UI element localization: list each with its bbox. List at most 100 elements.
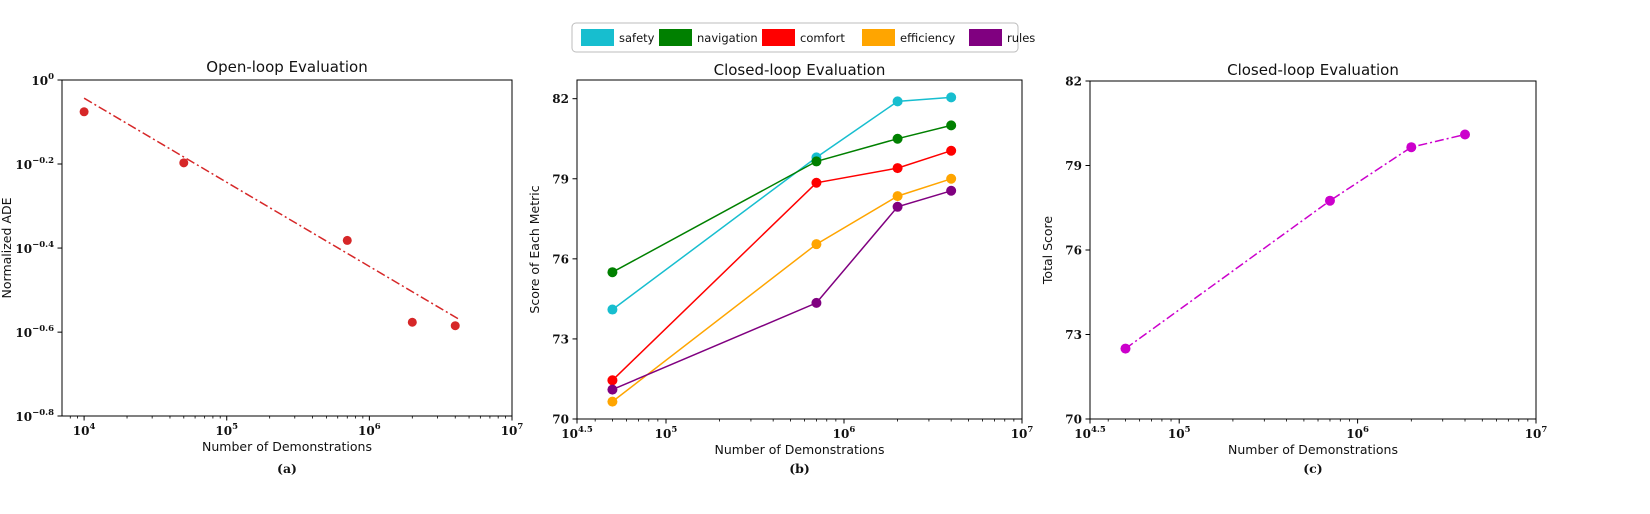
series-rules xyxy=(607,185,957,395)
legend-swatch xyxy=(762,29,795,46)
series-point xyxy=(946,145,957,156)
x-tick-label: 104.5 xyxy=(1074,425,1106,441)
data-point xyxy=(179,158,189,168)
panel-3: 104.5 105 106 107 70 73 76 79 82 Closed-loop Eval… xyxy=(1040,61,1547,476)
y-axis-label: Score of Each Metric xyxy=(527,185,542,313)
chart-title: Closed-loop Evaluation xyxy=(1227,61,1399,79)
y-tick-label: 73 xyxy=(1065,328,1082,342)
x-tick-label: 106 xyxy=(833,425,856,441)
y-tick-label: 10−0.8 xyxy=(15,408,54,424)
x-tick-label: 107 xyxy=(501,422,524,438)
data-point xyxy=(407,317,417,327)
series-point xyxy=(607,375,618,386)
series-point xyxy=(892,191,903,202)
series-point xyxy=(892,201,903,212)
x-tick-label: 105 xyxy=(1168,425,1191,441)
series-point xyxy=(607,304,618,315)
total-score-point xyxy=(1406,142,1417,153)
series-point xyxy=(946,120,957,131)
panel-1: 104 105 106 107 100 10−0.2 10−0.4 10−0.6 10−0.8 O… xyxy=(0,58,523,476)
series-line xyxy=(611,149,952,381)
x-tick-label: 107 xyxy=(1011,425,1034,441)
legend-label: rules xyxy=(1007,31,1035,45)
y-tick-label: 82 xyxy=(1065,75,1082,89)
series-point xyxy=(811,297,822,308)
chart-title: Open-loop Evaluation xyxy=(206,58,367,76)
x-axis-label: Number of Demonstrations xyxy=(202,439,372,454)
series-safety xyxy=(607,92,957,315)
series-comfort xyxy=(607,145,957,386)
legend-item-safety: safety xyxy=(581,29,655,46)
y-tick-label: 79 xyxy=(552,172,569,186)
series-point xyxy=(946,173,957,184)
legend-swatch xyxy=(659,29,692,46)
series-point xyxy=(607,396,618,407)
series-point xyxy=(811,177,822,188)
y-tick-label: 73 xyxy=(552,332,569,346)
x-axis-label: Number of Demonstrations xyxy=(715,442,885,457)
legend: safety navigation comfort efficiency rules xyxy=(571,22,1035,53)
series-point xyxy=(607,384,618,395)
plot-frame xyxy=(61,79,513,417)
x-axis-label: Number of Demonstrations xyxy=(1228,442,1398,457)
data-point xyxy=(342,235,352,245)
series-point xyxy=(811,239,822,250)
y-tick-label: 82 xyxy=(552,92,569,106)
y-tick-label: 100 xyxy=(31,72,54,88)
series-point xyxy=(946,92,957,103)
y-tick-label: 79 xyxy=(1065,159,1082,173)
y-tick-label: 10−0.4 xyxy=(15,240,54,256)
legend-swatch xyxy=(581,29,614,46)
legend-item-comfort: comfort xyxy=(762,29,845,46)
legend-swatch xyxy=(969,29,1002,46)
y-tick-label: 70 xyxy=(552,413,569,427)
legend-label: navigation xyxy=(697,31,758,45)
series-line xyxy=(611,96,952,311)
legend-label: safety xyxy=(619,31,655,45)
y-tick-label: 76 xyxy=(1065,244,1082,258)
total-score-point xyxy=(1460,129,1471,140)
series-point xyxy=(892,133,903,144)
panel-caption: (a) xyxy=(277,461,297,476)
data-point xyxy=(79,107,89,117)
y-axis-label: Normalized ADE xyxy=(0,197,14,298)
series-line xyxy=(612,190,952,391)
x-tick-label: 104.5 xyxy=(561,425,593,441)
total-score-point xyxy=(1324,195,1335,206)
series-efficiency xyxy=(607,173,957,407)
series-point xyxy=(946,185,957,196)
series-navigation xyxy=(607,120,957,278)
y-tick-label: 10−0.6 xyxy=(15,324,54,340)
legend-item-rules: rules xyxy=(969,29,1035,46)
panel-caption: (b) xyxy=(789,461,810,476)
plot-frame xyxy=(576,79,1023,420)
fit-line xyxy=(83,97,459,320)
y-tick-label: 10−0.2 xyxy=(15,156,54,172)
total-score-line xyxy=(1125,133,1466,350)
panel-2: 104.5 105 106 107 70 73 76 79 82 Closed-loop Eval… xyxy=(527,61,1033,476)
series-point xyxy=(892,96,903,107)
y-axis-label: Total Score xyxy=(1040,216,1055,285)
chart-title: Closed-loop Evaluation xyxy=(714,61,886,79)
x-tick-label: 106 xyxy=(1346,425,1369,441)
series-point xyxy=(892,163,903,174)
legend-label: efficiency xyxy=(900,31,955,45)
series-line xyxy=(611,178,952,403)
total-score-point xyxy=(1120,343,1131,354)
y-tick-label: 76 xyxy=(552,252,569,266)
legend-swatch xyxy=(862,29,895,46)
legend-item-navigation: navigation xyxy=(659,29,758,46)
x-tick-label: 105 xyxy=(655,425,678,441)
x-tick-label: 107 xyxy=(1525,425,1548,441)
x-tick-label: 105 xyxy=(215,422,238,438)
panel-caption: (c) xyxy=(1303,461,1322,476)
series-point xyxy=(811,156,822,167)
x-tick-label: 106 xyxy=(358,422,381,438)
legend-item-efficiency: efficiency xyxy=(862,29,955,46)
y-tick-label: 70 xyxy=(1065,413,1082,427)
legend-label: comfort xyxy=(800,31,845,45)
x-tick-label: 104 xyxy=(73,422,96,438)
series-point xyxy=(607,267,618,278)
data-point xyxy=(450,321,460,331)
